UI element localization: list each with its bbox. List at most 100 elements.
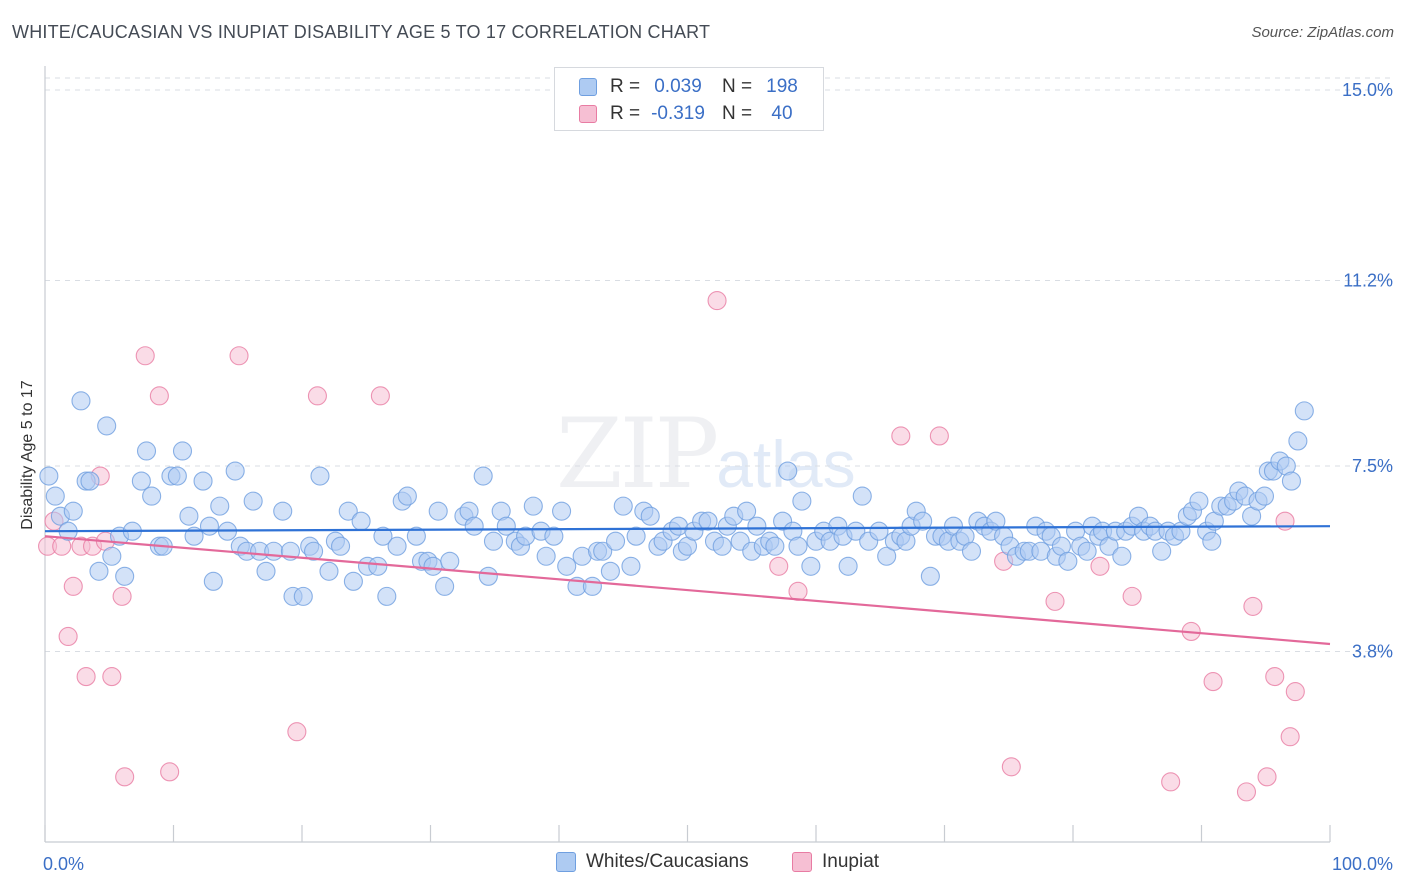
inupiat-point (135, 346, 155, 366)
whites-point (351, 511, 371, 531)
inupiat-point (769, 556, 789, 576)
r-value: 0.039 (654, 76, 702, 97)
whites-point (179, 506, 199, 526)
whites-point (1281, 471, 1301, 491)
whites-point (423, 556, 443, 576)
whites-point (225, 461, 245, 481)
whites-point (45, 486, 65, 506)
inupiat-point (1090, 556, 1110, 576)
whites-point (1254, 486, 1275, 506)
inupiat-point (160, 762, 180, 782)
y-tick-label: 11.2% (1343, 271, 1393, 291)
inupiat-point (1045, 591, 1065, 611)
whites-point (473, 466, 493, 486)
inupiat-point (891, 426, 911, 446)
whites-point (1152, 541, 1172, 561)
legend-row-whites: R = 0.039 N = 198 (579, 75, 802, 99)
inupiat-point (102, 667, 122, 687)
whites-point (961, 541, 982, 561)
whites-point (210, 496, 230, 516)
y-tick-label: 15.0% (1342, 80, 1393, 100)
whites-point (869, 521, 889, 541)
whites-point (39, 466, 59, 486)
whites-point (613, 496, 633, 516)
axes (44, 66, 1331, 843)
inupiat-point (63, 576, 83, 596)
n-label: N = (722, 76, 753, 97)
whites-point (136, 441, 157, 461)
whites-point (368, 556, 388, 576)
whites-point (737, 501, 757, 521)
whites-point (115, 566, 135, 586)
y-tick-label: 7.5% (1352, 456, 1393, 476)
whites-point (172, 441, 193, 461)
whites-point (397, 486, 417, 506)
whites-point (1112, 546, 1132, 566)
whites-point (1202, 531, 1222, 551)
whites-point (788, 536, 808, 556)
whites-point (1077, 541, 1097, 561)
tick-labels: 3.8% 7.5% 11.2% 15.0% 0.0% 100.0% (43, 80, 1393, 874)
whites-point (582, 576, 602, 596)
inupiat-point (788, 581, 808, 601)
inupiat-point (707, 291, 727, 311)
whites-point (167, 466, 187, 486)
n-label: N = (722, 103, 753, 124)
whites-point (496, 516, 516, 536)
whites-point (801, 556, 821, 576)
inupiat-point (929, 426, 949, 446)
whites-point (428, 501, 448, 521)
whites-point (1058, 551, 1078, 571)
whites-point (920, 566, 940, 586)
whites-point (71, 391, 91, 411)
whites-point (243, 491, 263, 511)
whites-point (593, 541, 613, 561)
legend-item-inupiat: Inupiat (792, 851, 879, 873)
whites-point (557, 556, 577, 576)
whites-point (373, 526, 393, 546)
whites-point (913, 511, 933, 531)
whites-point (838, 556, 858, 576)
inupiat-point (370, 386, 390, 406)
whites-point (552, 501, 572, 521)
whites-point (464, 516, 484, 536)
r-value: -0.319 (651, 103, 705, 124)
whites-point (89, 561, 109, 581)
whites-point (387, 536, 407, 556)
legend-label-whites: Whites/Caucasians (586, 851, 749, 872)
whites-point (792, 491, 812, 511)
whites-point (778, 461, 798, 481)
whites-point (199, 516, 220, 536)
inupiat-point (1257, 767, 1277, 787)
whites-point (406, 526, 426, 546)
whites-point (1288, 431, 1308, 451)
inupiat-point (1161, 772, 1181, 792)
whites-point (338, 501, 358, 521)
correlation-legend: R = 0.039 N = 198 R = -0.319 N = 40 (554, 67, 824, 131)
inupiat-trend-line (44, 535, 1331, 646)
chart-title: WHITE/CAUCASIAN VS INUPIAT DISABILITY AG… (12, 22, 711, 42)
whites-point (63, 501, 83, 521)
whites-point (544, 526, 564, 546)
inupiat-point (1265, 667, 1285, 687)
whites-point (765, 536, 785, 556)
series-legend: Whites/Caucasians Inupiat (0, 851, 1406, 877)
whites-point (1189, 491, 1209, 511)
trend-lines (44, 525, 1331, 646)
whites-point (478, 566, 498, 586)
inupiat-point (76, 667, 96, 687)
legend-label-inupiat: Inupiat (822, 851, 880, 872)
x-tick-label: 0.0% (43, 854, 84, 874)
inupiat-point (1001, 757, 1021, 777)
inupiat-point (307, 386, 327, 406)
whites-point (747, 516, 767, 536)
whites-point (102, 546, 122, 566)
whites-point (852, 486, 872, 506)
inupiat-point (1236, 782, 1257, 802)
whites-point (193, 471, 213, 491)
whites-point (97, 416, 117, 436)
inupiat-swatch (579, 105, 597, 123)
inupiat-point (229, 346, 249, 366)
source-label: Source: ZipAtlas.com (1251, 24, 1394, 41)
